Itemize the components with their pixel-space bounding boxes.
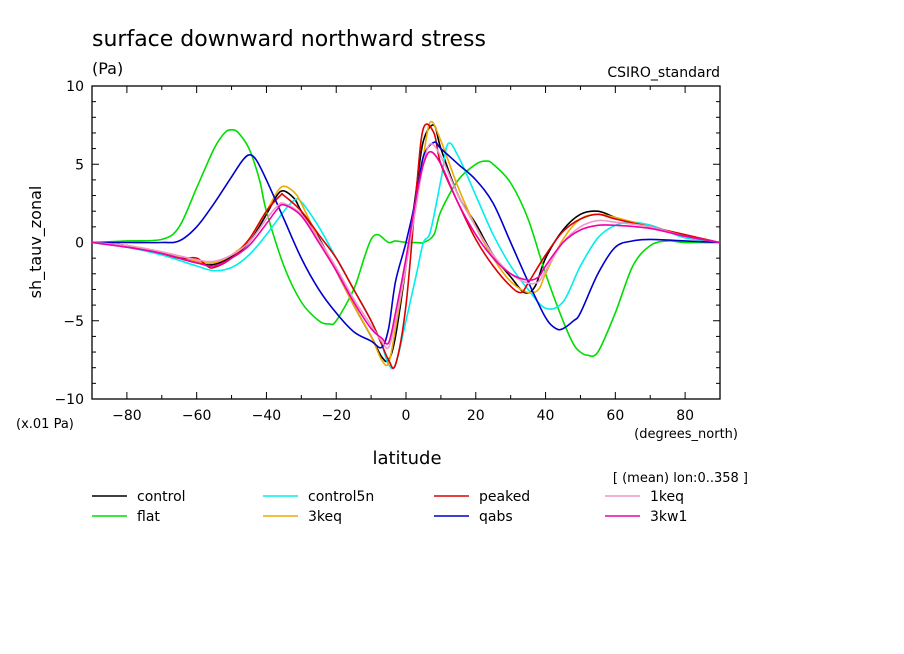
legend-label-3keq: 3keq bbox=[308, 509, 342, 525]
y-tick-label: −5 bbox=[63, 314, 84, 330]
y-axis-label: sh_tauv_zonal bbox=[26, 186, 46, 299]
y-tick-label: 0 bbox=[75, 236, 84, 252]
series-line-control5n bbox=[91, 142, 721, 370]
y-scale-note: (x.01 Pa) bbox=[16, 417, 74, 432]
series-line-3kw1 bbox=[91, 150, 721, 345]
x-axis-label: latitude bbox=[372, 448, 441, 469]
x-units-label: (degrees_north) bbox=[634, 427, 738, 442]
mean-note: [ (mean) lon:0..358 ] bbox=[613, 471, 748, 486]
legend-label-qabs: qabs bbox=[479, 509, 513, 525]
series-line-peaked bbox=[91, 123, 721, 369]
series-line-flat bbox=[91, 129, 721, 358]
x-tick-label: 60 bbox=[606, 408, 624, 424]
x-tick-label: 40 bbox=[537, 408, 555, 424]
x-tick-label: −40 bbox=[252, 408, 282, 424]
source-label: CSIRO_standard bbox=[607, 65, 720, 81]
y-tick-label: 5 bbox=[75, 157, 84, 173]
legend-label-peaked: peaked bbox=[479, 489, 530, 505]
y-tick-labels: −10 −5 0 5 10 bbox=[54, 79, 84, 408]
chart-units: (Pa) bbox=[92, 59, 123, 78]
x-tick-label: −20 bbox=[321, 408, 351, 424]
series-lines bbox=[91, 120, 721, 370]
series-line-qabs bbox=[92, 141, 721, 349]
x-tick-label: −80 bbox=[112, 408, 142, 424]
legend-label-3kw1: 3kw1 bbox=[650, 509, 687, 525]
legend-label-control5n: control5n bbox=[308, 489, 374, 505]
x-tick-label: −60 bbox=[182, 408, 212, 424]
x-tick-label: 0 bbox=[402, 408, 411, 424]
y-tick-label: 10 bbox=[66, 79, 84, 95]
legend: control flat control5n 3keq peaked qabs 1keq 3k… bbox=[92, 489, 687, 525]
legend-label-control: control bbox=[137, 489, 186, 505]
x-tick-labels: −80 −60 −40 −20 0 20 40 60 80 bbox=[112, 408, 694, 424]
y-tick-label: −10 bbox=[54, 392, 84, 408]
x-tick-label: 20 bbox=[467, 408, 485, 424]
legend-label-1keq: 1keq bbox=[650, 489, 684, 505]
x-tick-label: 80 bbox=[676, 408, 694, 424]
chart-title: surface downward northward stress bbox=[92, 27, 486, 52]
legend-label-flat: flat bbox=[137, 509, 160, 525]
